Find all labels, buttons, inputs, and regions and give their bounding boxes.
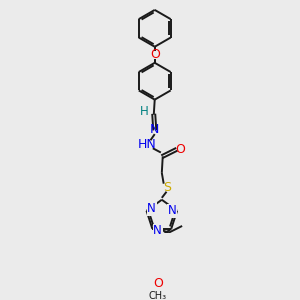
Text: CH₃: CH₃: [148, 291, 166, 300]
Text: N: N: [153, 224, 162, 237]
Text: N: N: [167, 204, 176, 217]
Text: S: S: [164, 181, 172, 194]
Text: O: O: [150, 48, 160, 61]
Text: N: N: [147, 202, 156, 215]
Text: N: N: [150, 123, 159, 136]
Text: H: H: [140, 105, 149, 119]
Text: O: O: [175, 143, 185, 156]
Text: HN: HN: [137, 137, 156, 151]
Text: O: O: [153, 277, 163, 290]
